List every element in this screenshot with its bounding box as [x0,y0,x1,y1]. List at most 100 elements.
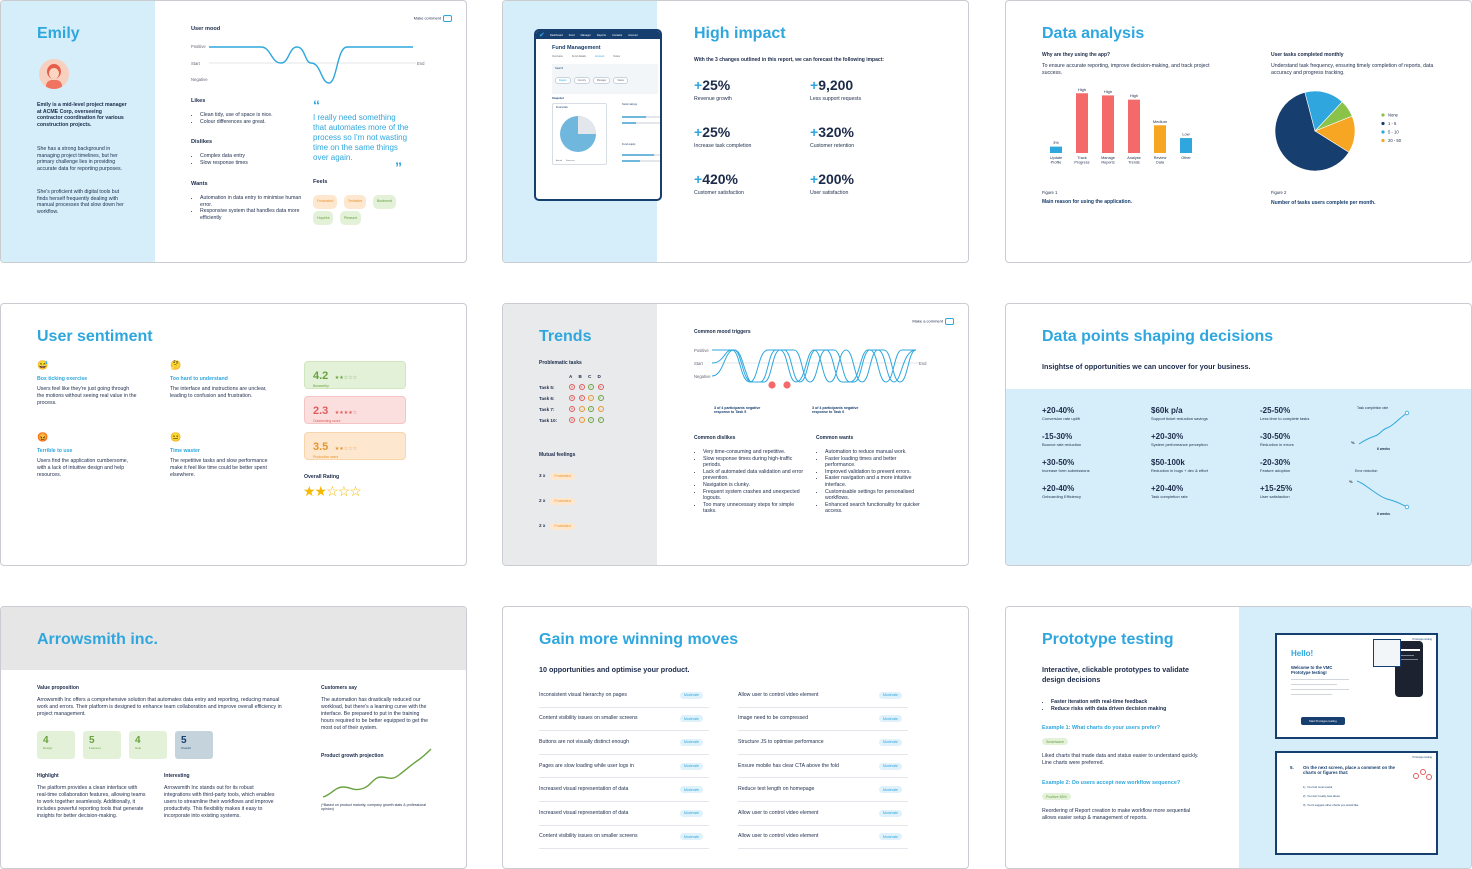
mockup-nav-item: Contacts [611,33,623,37]
check-circle-icon: ✓ [597,417,604,423]
make-comment-button[interactable]: Make comment [414,15,452,22]
data-point-value: $50-100k [1151,458,1185,467]
example-1-desc: Liked charts that made data and status e… [1042,753,1199,766]
mockup-title: Fund Management [552,45,601,51]
cross-circle-icon: ✕ [569,384,575,390]
stat-sign: + [694,77,703,93]
mutual-pill: Frustrated [550,522,575,530]
mini-chart-error-reduction: Error reduction % 6 weeks [1349,469,1411,519]
start-prototype-button[interactable]: Start Prototype testing [1301,717,1345,725]
figure-2-label: Figure 2 [1271,190,1287,195]
opportunity-row: Increased visual representation of data M… [539,778,709,802]
mood-triggers-title: Common mood triggers [694,329,751,335]
bar [1180,138,1192,153]
mood-negative-label: Negative [694,374,711,379]
bar-data-label: High [1104,89,1112,94]
sentiment-item: 😡 Terrible to use Users find the applica… [37,432,137,479]
opportunity-row: Allow user to control video element Moder… [738,684,908,708]
data-points-grid: +20-40% Conversion rate uplift $60k p/a Sup… [1042,406,1372,516]
customers-say-text: The automation has drastically reduced o… [321,697,428,731]
card-option-text: You'd suggest other charts you would lik… [1307,803,1359,807]
mockup-tabs: Overview Fund details Account Notes [552,55,620,58]
question-2: User tasks completed monthly [1271,52,1344,58]
data-point-value: +20-30% [1151,432,1184,441]
card-welcome: Welcome to the VMC Prototype testing! [1291,665,1333,675]
matrix-row: Task 5: ✕ ✕ ✓ ✕ [539,384,639,390]
bar-category-label: Analyse [1127,156,1141,160]
mockup-legend: Actual Forecast [556,160,575,162]
score-stars: ★★☆☆☆ [334,446,358,452]
impact-stat: +25% Revenue growth [694,77,732,103]
bar-category-label: Progress [1074,161,1089,165]
make-comment-button[interactable]: Make a comment [912,318,954,325]
data-point: +15-25% User satisfaction [1260,484,1292,499]
value-prop-text: Arrowsmith Inc offers a comprehensive so… [37,697,282,717]
data-point: +20-40% Onboarding Efficiency [1042,484,1081,499]
bar-category-label: Review [1154,156,1167,160]
mockup-filter-chip: Region [555,77,571,84]
impact-title: High impact [694,25,786,42]
data-point: $50-100k Reduction in bugs + dev & effort [1151,458,1208,473]
list-item: Navigation is clunky. [703,482,806,489]
stat-value: 25% [702,77,731,93]
emoji-sweat-icon: 😅 [37,360,49,370]
score-card: 4.2 ★★☆☆☆ Bosworthy [304,361,406,389]
slide-high-impact: Dashboard Fund Manager Reports Contacts … [502,0,969,263]
pie-slice [1304,90,1343,132]
score-tiles: 4 Design 5 Features 4 Help 5 Overall [37,731,213,759]
list-item: Improved validation to prevent errors. [825,469,928,476]
mutual-count: 2 x [539,498,546,503]
mini-chart-x: 6 weeks [1377,512,1391,516]
slide-user-sentiment: User sentiment 😅 Box ticking exercise Us… [0,303,467,566]
figure-1-caption: Main reason for using the application. [1042,199,1133,205]
mockup-pie-chart [560,116,596,152]
severity-chip: Moderate [679,715,703,723]
sentiment-item-desc: The interface and instructions are uncle… [170,386,267,399]
score-tile-value: 5 [181,735,187,746]
card-lines [1291,679,1349,695]
opportunity-text: Allow user to control video element [738,809,819,816]
opportunities-left: Inconsistent visual hierarchy on pages Mo… [539,684,709,850]
common-dislikes-list: Very time-consuming and repetitive.Slow … [694,449,806,515]
impact-stat: +9,200 Less support requests [810,77,861,103]
matrix-row: Task 6: ✕ ✕ – ✓ [539,395,639,401]
mini-chart-title: Task completion rate [1357,406,1389,410]
mood-start-label: Start [694,361,703,366]
common-wants-title: Common wants [816,435,854,441]
sentiment-item: 😅 Box ticking exercise Users feel like t… [37,360,137,407]
list-item: Very time-consuming and repetitive. [703,449,806,456]
score-tile-label: Design [43,746,53,750]
list-item: Frequent system crashes and unexpected l… [703,489,806,502]
data-point-value: +20-40% [1042,406,1075,415]
card-options: 1) You find most useful 2) You don't rea… [1303,785,1403,807]
severity-chip: Moderate [679,762,703,770]
stat-label: Customer satisfaction [694,190,744,196]
matrix-header: A B C D [569,374,639,379]
growth-chart [322,748,432,798]
opportunity-text: Increased visual representation of data [539,786,629,793]
opportunity-text: Increased visual representation of data [539,809,629,816]
opportunity-text: Content visibility issues on smaller scr… [539,715,638,722]
mockup-filter-chip: Manager [592,77,611,84]
sentiment-item-title: Box ticking exercise [37,376,88,382]
mockup-nav-item: Reports [596,33,606,37]
stat-label: Revenue growth [694,96,732,102]
feel-pill: Tentative [343,194,367,209]
common-dislikes-title: Common dislikes [694,435,736,441]
feels-title: Feels [313,179,328,185]
trends-title: Trends [539,328,592,345]
bar [1102,95,1114,153]
severity-chip: Moderate [878,762,902,770]
wants-list: Automation in data entry to minimise hum… [191,195,305,221]
data-point-value: -30-50% [1260,432,1291,441]
cross-circle-icon: ✕ [597,384,604,390]
severity-chip: Moderate [878,715,902,723]
data-analysis-title: Data analysis [1042,25,1145,42]
mockup-nav-item: Account [628,33,638,37]
data-point: +20-40% Task completion rate [1151,484,1188,499]
severity-chip: Moderate [679,738,703,746]
mockup-filter-chip: Status [613,77,629,84]
data-point-label: System performance perception [1151,442,1208,447]
mutual-count: 3 x [539,473,546,478]
example-1-title: Example 1: What charts do your users pre… [1042,725,1161,731]
